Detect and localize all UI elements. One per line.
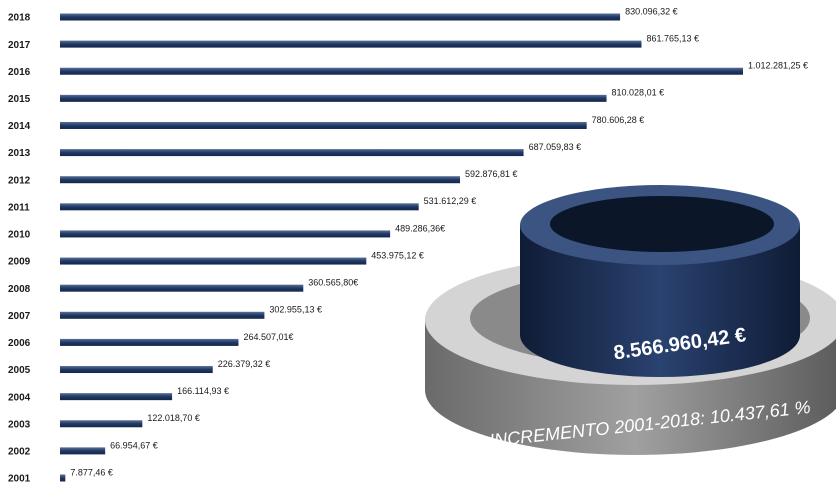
value-label: 810.028,01 €: [612, 88, 665, 98]
value-label: 7.877,46 €: [70, 467, 113, 477]
bar: [60, 339, 238, 346]
value-label: 531.612,29 €: [424, 196, 477, 206]
y-tick-label: 2005: [8, 365, 31, 376]
y-tick-label: 2011: [8, 202, 30, 213]
y-tick-label: 2001: [8, 474, 31, 485]
value-label: 166.114,93 €: [177, 386, 229, 396]
value-label: 453.975,12 €: [371, 250, 424, 260]
bar: [60, 68, 743, 75]
bar: [60, 420, 142, 427]
bar: [60, 285, 303, 292]
y-tick-label: 2004: [8, 392, 31, 403]
y-tick-label: 2012: [8, 175, 31, 186]
bar: [60, 447, 105, 454]
value-label: 830.096,32 €: [625, 6, 678, 16]
y-tick-label: 2018: [8, 13, 31, 24]
bar: [60, 203, 419, 210]
y-tick-label: 2016: [8, 67, 31, 78]
bar: [60, 14, 620, 21]
y-tick-label: 2002: [8, 447, 31, 458]
value-label: 489.286,36€: [395, 223, 445, 233]
bar: [60, 122, 587, 129]
bar: [60, 41, 641, 48]
bar: [60, 475, 65, 482]
bar: [60, 393, 172, 400]
value-label: 226.379,32 €: [218, 359, 271, 369]
value-label: 302.955,13 €: [269, 305, 322, 315]
value-label: 122.018,70 €: [147, 413, 200, 423]
value-label: 264.507,01€: [243, 332, 293, 342]
bar: [60, 230, 390, 237]
bar: [60, 149, 524, 156]
y-tick-label: 2008: [8, 284, 31, 295]
bar: [60, 95, 607, 102]
chart: 2018 830.096,32 € 2017 861.765,13 € 2016 1.01…: [0, 0, 836, 488]
value-label: 861.765,13 €: [646, 33, 699, 43]
value-label: 360.565,80€: [308, 278, 358, 288]
y-tick-label: 2014: [8, 121, 31, 132]
y-tick-label: 2006: [8, 338, 31, 349]
bar: [60, 258, 366, 265]
value-label: 780.606,28 €: [592, 115, 645, 125]
bar: [60, 366, 213, 373]
y-tick-label: 2009: [8, 257, 31, 268]
y-tick-label: 2013: [8, 148, 31, 159]
y-tick-label: 2003: [8, 419, 31, 430]
y-tick-label: 2007: [8, 311, 31, 322]
y-tick-label: 2015: [8, 94, 31, 105]
y-tick-label: 2010: [8, 230, 31, 241]
value-label: 66.954,67 €: [110, 440, 158, 450]
value-label: 592.876,81 €: [465, 169, 518, 179]
value-label: 1.012.281,25 €: [748, 61, 808, 71]
bar: [60, 312, 264, 319]
value-label: 687.059,83 €: [529, 142, 582, 152]
y-tick-label: 2017: [8, 40, 31, 51]
bar: [60, 176, 460, 183]
